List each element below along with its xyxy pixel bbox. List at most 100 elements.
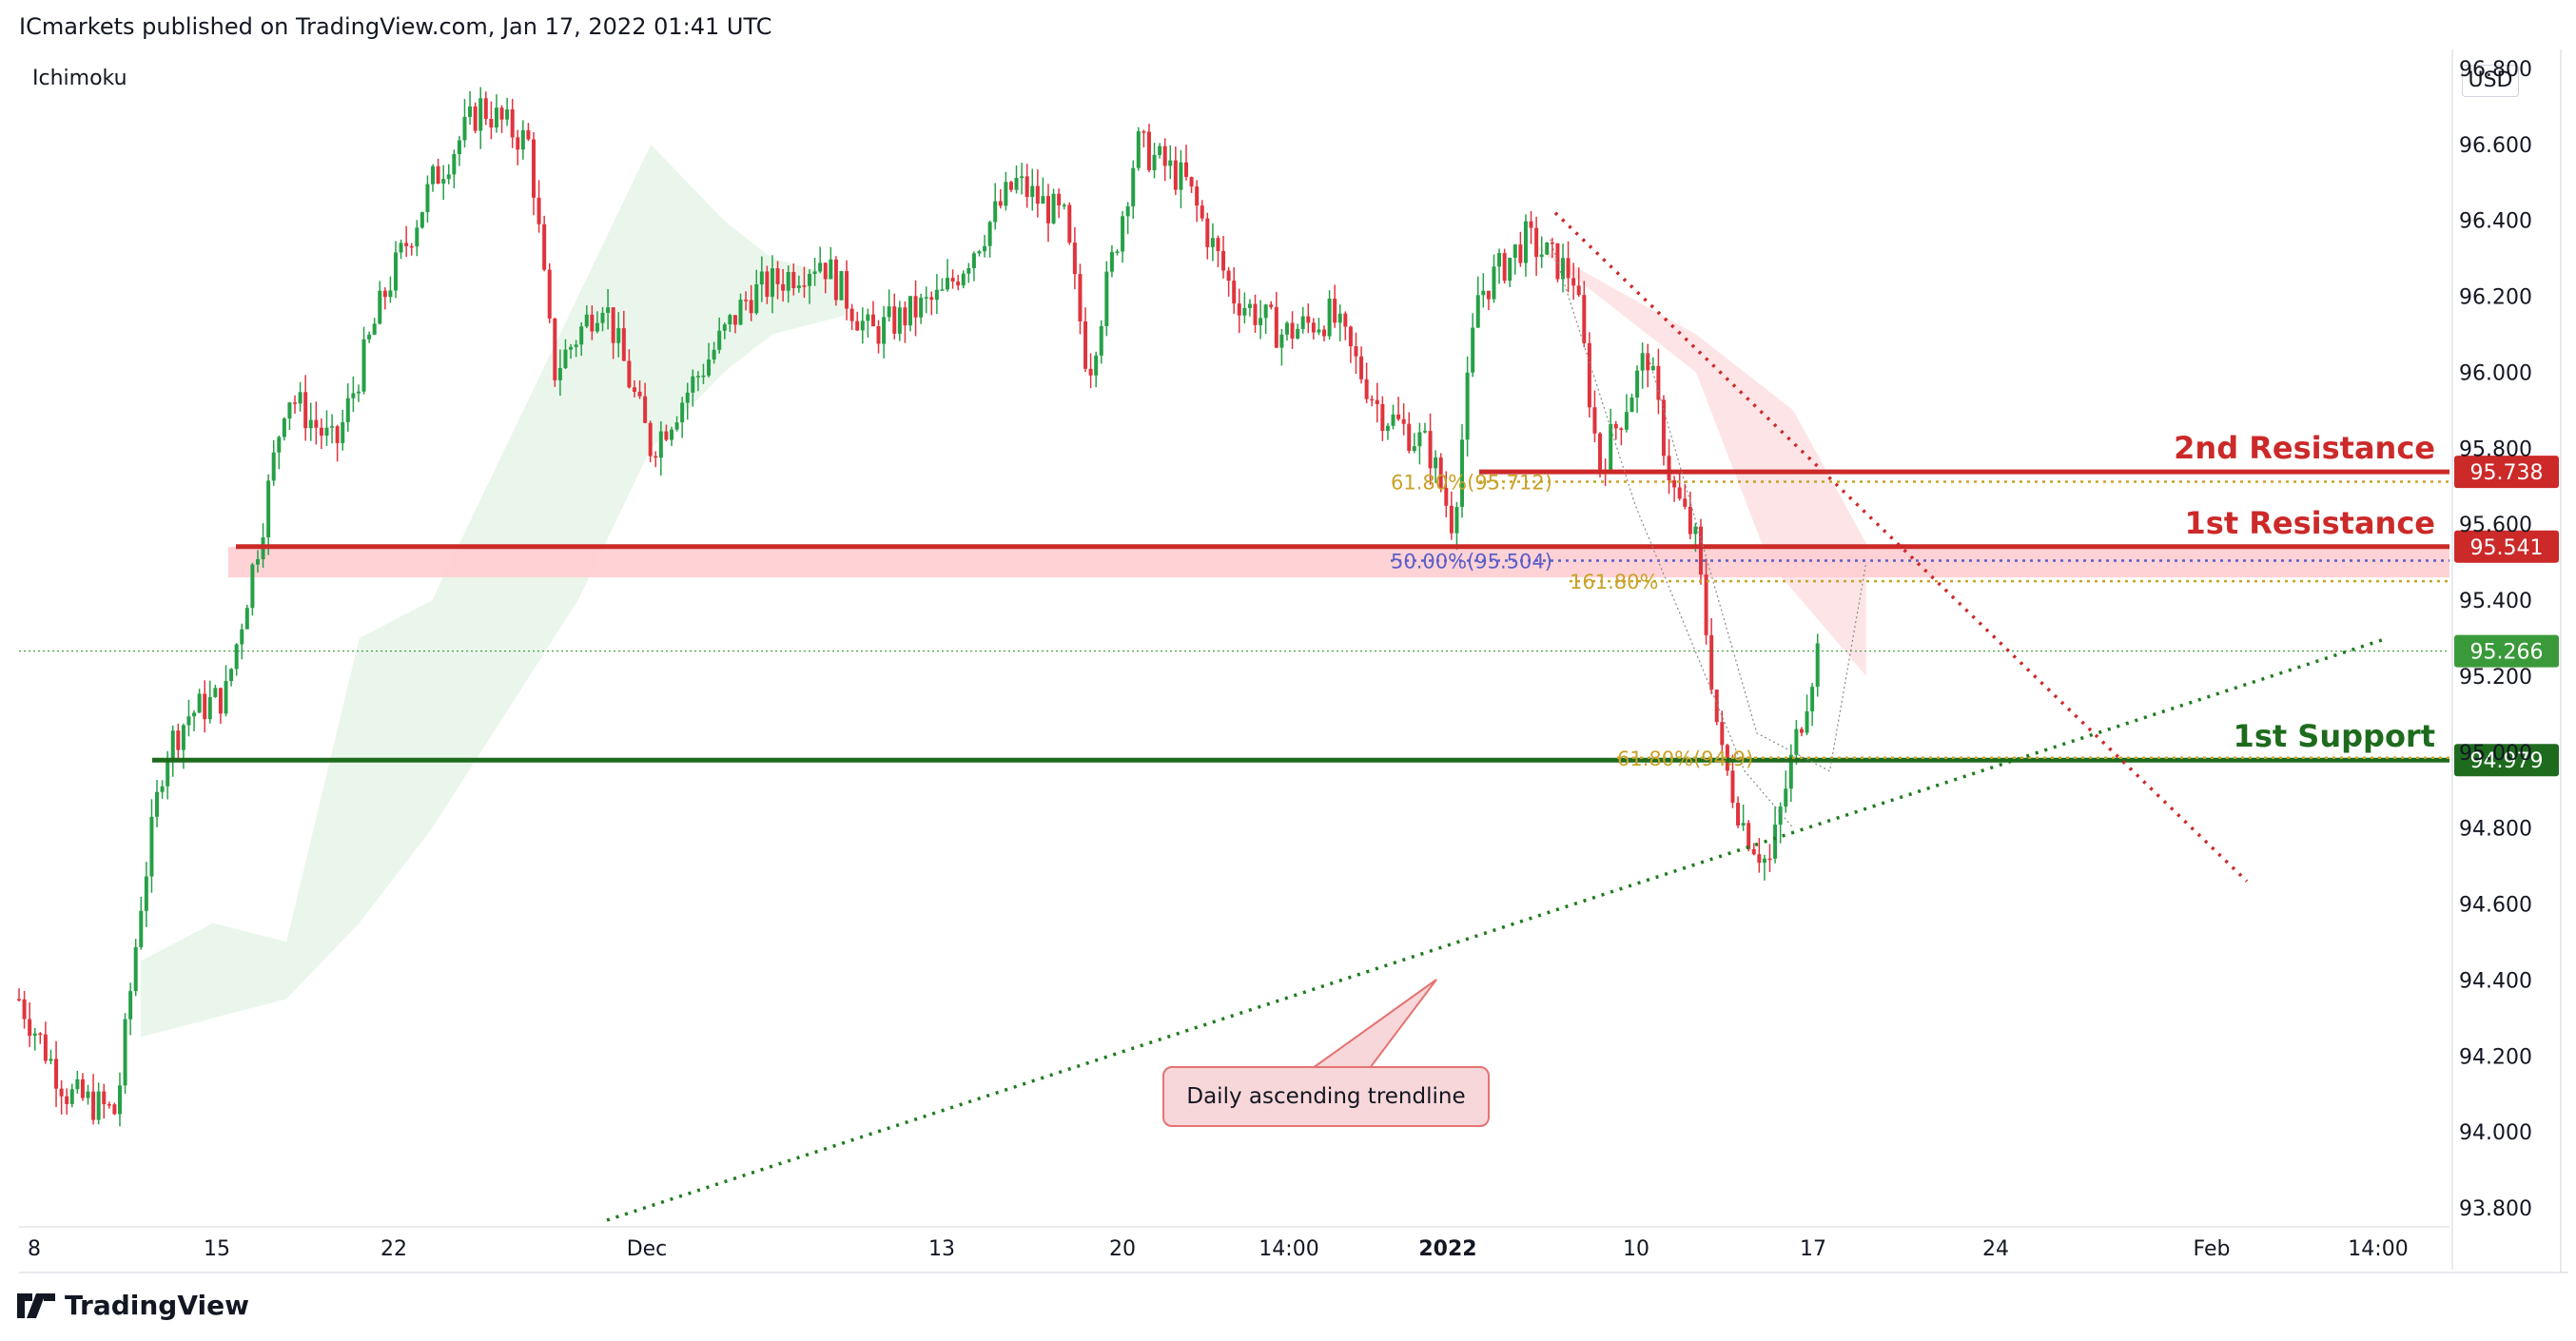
candle-body xyxy=(680,402,685,423)
candle-body xyxy=(1333,298,1337,323)
candle-body xyxy=(845,271,849,309)
candle-body xyxy=(287,402,292,419)
candle-body xyxy=(1354,346,1358,357)
candle-body xyxy=(107,1104,111,1106)
candle-body xyxy=(648,422,653,457)
candle-body xyxy=(1630,397,1634,413)
candle-body xyxy=(971,253,976,268)
candle-body xyxy=(849,308,854,321)
candle-body xyxy=(1247,303,1252,308)
candle-body xyxy=(791,271,796,288)
y-tick-label: 94.200 xyxy=(2459,1045,2532,1069)
candle-body xyxy=(728,315,732,325)
candle-body xyxy=(520,129,525,150)
candle-body xyxy=(674,422,679,430)
candle-body xyxy=(293,402,298,404)
candle-body xyxy=(1492,266,1496,300)
x-tick-label: Feb xyxy=(2194,1237,2231,1261)
candle-body xyxy=(1030,185,1035,198)
candle-body xyxy=(754,284,759,314)
candle-body xyxy=(1083,321,1088,369)
candle-body xyxy=(1221,251,1226,271)
candle-body xyxy=(1747,823,1751,849)
candle-body xyxy=(1640,353,1645,371)
candle-body xyxy=(749,300,753,314)
candle-body xyxy=(1306,316,1311,323)
candle-body xyxy=(1438,457,1443,489)
candle-body xyxy=(553,318,557,380)
indicator-label[interactable]: Ichimoku xyxy=(32,67,127,90)
candle-body xyxy=(717,330,722,350)
candle-body xyxy=(1370,398,1375,401)
candle-body xyxy=(664,431,669,440)
candle-body xyxy=(839,271,844,301)
candle-body xyxy=(1253,303,1258,325)
candle-body xyxy=(722,324,727,331)
candle-body xyxy=(1518,244,1523,263)
candle-body xyxy=(658,431,663,458)
candle-body xyxy=(1741,823,1746,826)
candle-body xyxy=(940,289,945,291)
candle-body xyxy=(186,716,191,726)
candle-body xyxy=(271,452,276,481)
candle-body xyxy=(341,421,345,443)
candle-body xyxy=(1300,316,1305,329)
y-tick-label: 95.000 xyxy=(2459,742,2532,766)
candle-body xyxy=(1179,162,1183,190)
y-tick-label: 95.200 xyxy=(2459,666,2532,690)
candle-body xyxy=(1576,285,1581,296)
x-tick-label: 14:00 xyxy=(2348,1237,2408,1261)
candle-body xyxy=(123,1019,127,1086)
candle-body xyxy=(1407,423,1412,452)
candle-body xyxy=(1004,182,1008,206)
candle-body xyxy=(526,129,531,140)
candle-body xyxy=(956,282,961,286)
candle-body xyxy=(606,307,611,313)
candle-body xyxy=(1359,356,1364,379)
candle-body xyxy=(1327,298,1332,337)
candle-body xyxy=(1035,185,1040,204)
level-price-badge xyxy=(2454,456,2559,489)
candle-body xyxy=(1555,243,1560,280)
candle-body xyxy=(887,306,891,318)
candle-body xyxy=(1587,342,1591,408)
candle-body xyxy=(818,262,823,272)
candle-body xyxy=(1512,244,1517,259)
candle-body xyxy=(181,725,185,750)
candle-body xyxy=(489,119,494,128)
last-price-badge xyxy=(2454,634,2559,668)
candle-body xyxy=(1609,423,1613,471)
candle-body xyxy=(1497,253,1502,267)
candle-body xyxy=(1646,353,1650,371)
candle-body xyxy=(1810,687,1815,711)
candle-body xyxy=(637,391,642,397)
candle-body xyxy=(1693,526,1698,534)
candle-body xyxy=(75,1079,80,1090)
candle-body xyxy=(192,712,197,717)
candle-body xyxy=(213,688,218,698)
candle-body xyxy=(1778,807,1783,826)
candle-body xyxy=(770,268,774,298)
candle-body xyxy=(1131,167,1136,206)
candle-body xyxy=(335,426,340,443)
candle-body xyxy=(590,314,595,332)
candle-body xyxy=(866,314,870,321)
candle-body xyxy=(1380,403,1385,432)
tradingview-logo[interactable]: TradingView xyxy=(17,1290,249,1321)
candle-body xyxy=(388,290,393,298)
descending-trendline xyxy=(1553,211,2249,883)
candle-body xyxy=(1571,278,1576,286)
candle-body xyxy=(112,1104,117,1115)
candle-body xyxy=(240,629,244,645)
currency-badge[interactable]: USD xyxy=(2462,65,2519,97)
candle-body xyxy=(452,154,457,175)
y-tick-label: 94.600 xyxy=(2459,894,2532,918)
candle-body xyxy=(59,1088,64,1097)
candle-body xyxy=(160,786,165,792)
candle-body xyxy=(1613,423,1618,429)
candle-body xyxy=(308,419,313,429)
candle-body xyxy=(547,269,552,319)
candle-body xyxy=(998,201,1003,206)
candle-body xyxy=(144,876,148,911)
